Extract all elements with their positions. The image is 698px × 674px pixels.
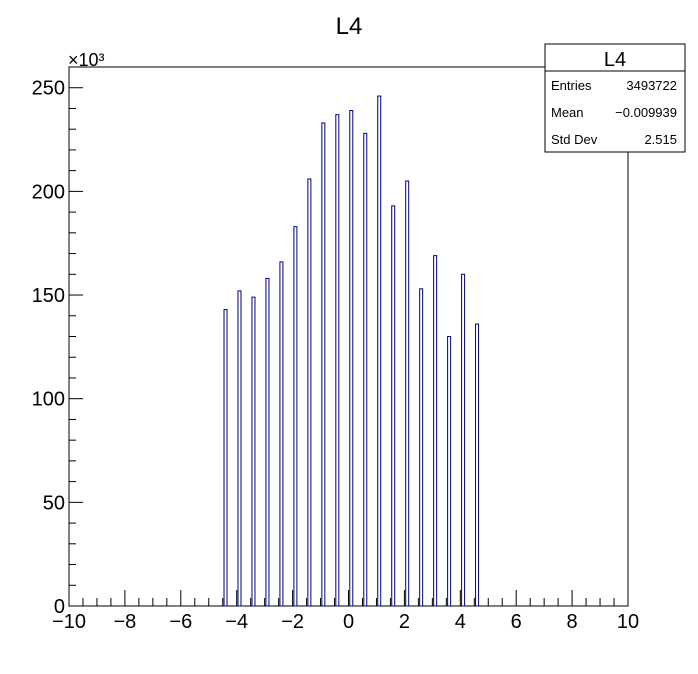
x-tick-label: 6 xyxy=(511,611,522,633)
y-tick-label: 200 xyxy=(32,181,65,203)
x-tick-label: −4 xyxy=(225,611,248,633)
x-tick-label: 4 xyxy=(455,611,466,633)
x-tick-label: 2 xyxy=(399,611,410,633)
y-tick-label: 0 xyxy=(54,596,65,618)
stats-box-title: L4 xyxy=(604,49,626,71)
histogram-bar xyxy=(419,288,424,607)
histogram-bar xyxy=(447,336,452,607)
histogram-bar xyxy=(237,290,242,607)
histogram-bar xyxy=(251,296,256,607)
y-tick-label: 50 xyxy=(43,492,65,514)
histogram-bar xyxy=(461,273,466,607)
stats-box: L4 Entries 3493722 Mean −0.009939 Std De… xyxy=(544,43,686,153)
histogram-bar xyxy=(307,178,312,607)
histogram-bar xyxy=(321,122,326,607)
y-tick-label: 150 xyxy=(32,285,65,307)
y-axis: 0 50 100 150 200 250 xyxy=(32,66,83,618)
stats-entries-value: 3493722 xyxy=(626,78,677,93)
plot-frame xyxy=(68,66,629,607)
histogram-bar xyxy=(223,309,228,607)
y-axis-multiplier: ×10³ xyxy=(68,50,105,70)
histogram-bar xyxy=(405,180,410,607)
stats-stddev-label: Std Dev xyxy=(551,132,598,147)
x-tick-label: 0 xyxy=(343,611,354,633)
stats-stddev-value: 2.515 xyxy=(644,132,677,147)
y-tick-label: 250 xyxy=(32,78,65,100)
y-tick-label: 100 xyxy=(32,389,65,411)
histogram-bar xyxy=(293,226,298,607)
histogram-bar xyxy=(349,110,354,607)
x-tick-label: −8 xyxy=(113,611,136,633)
chart-title: L4 xyxy=(336,13,363,40)
x-tick-label: −10 xyxy=(52,611,86,633)
x-tick-label: 10 xyxy=(617,611,639,633)
x-tick-label: −6 xyxy=(169,611,192,633)
histogram-bar xyxy=(279,261,284,607)
histogram-bar xyxy=(391,205,396,607)
histogram-bar xyxy=(475,323,480,607)
stats-mean-value: −0.009939 xyxy=(615,105,677,120)
stats-entries-label: Entries xyxy=(551,78,592,93)
histogram-bar xyxy=(377,95,382,607)
histogram-bar xyxy=(265,277,270,607)
x-axis: −10 −8 −6 −4 −2 0 2 4 6 8 10 xyxy=(52,590,639,633)
histogram-bar xyxy=(335,114,340,607)
histogram-bar xyxy=(363,132,368,607)
stats-mean-label: Mean xyxy=(551,105,584,120)
x-tick-label: 8 xyxy=(567,611,578,633)
x-tick-label: −2 xyxy=(281,611,304,633)
stats-box-frame xyxy=(544,43,686,153)
histogram-bar xyxy=(433,255,438,607)
bars xyxy=(223,95,480,607)
